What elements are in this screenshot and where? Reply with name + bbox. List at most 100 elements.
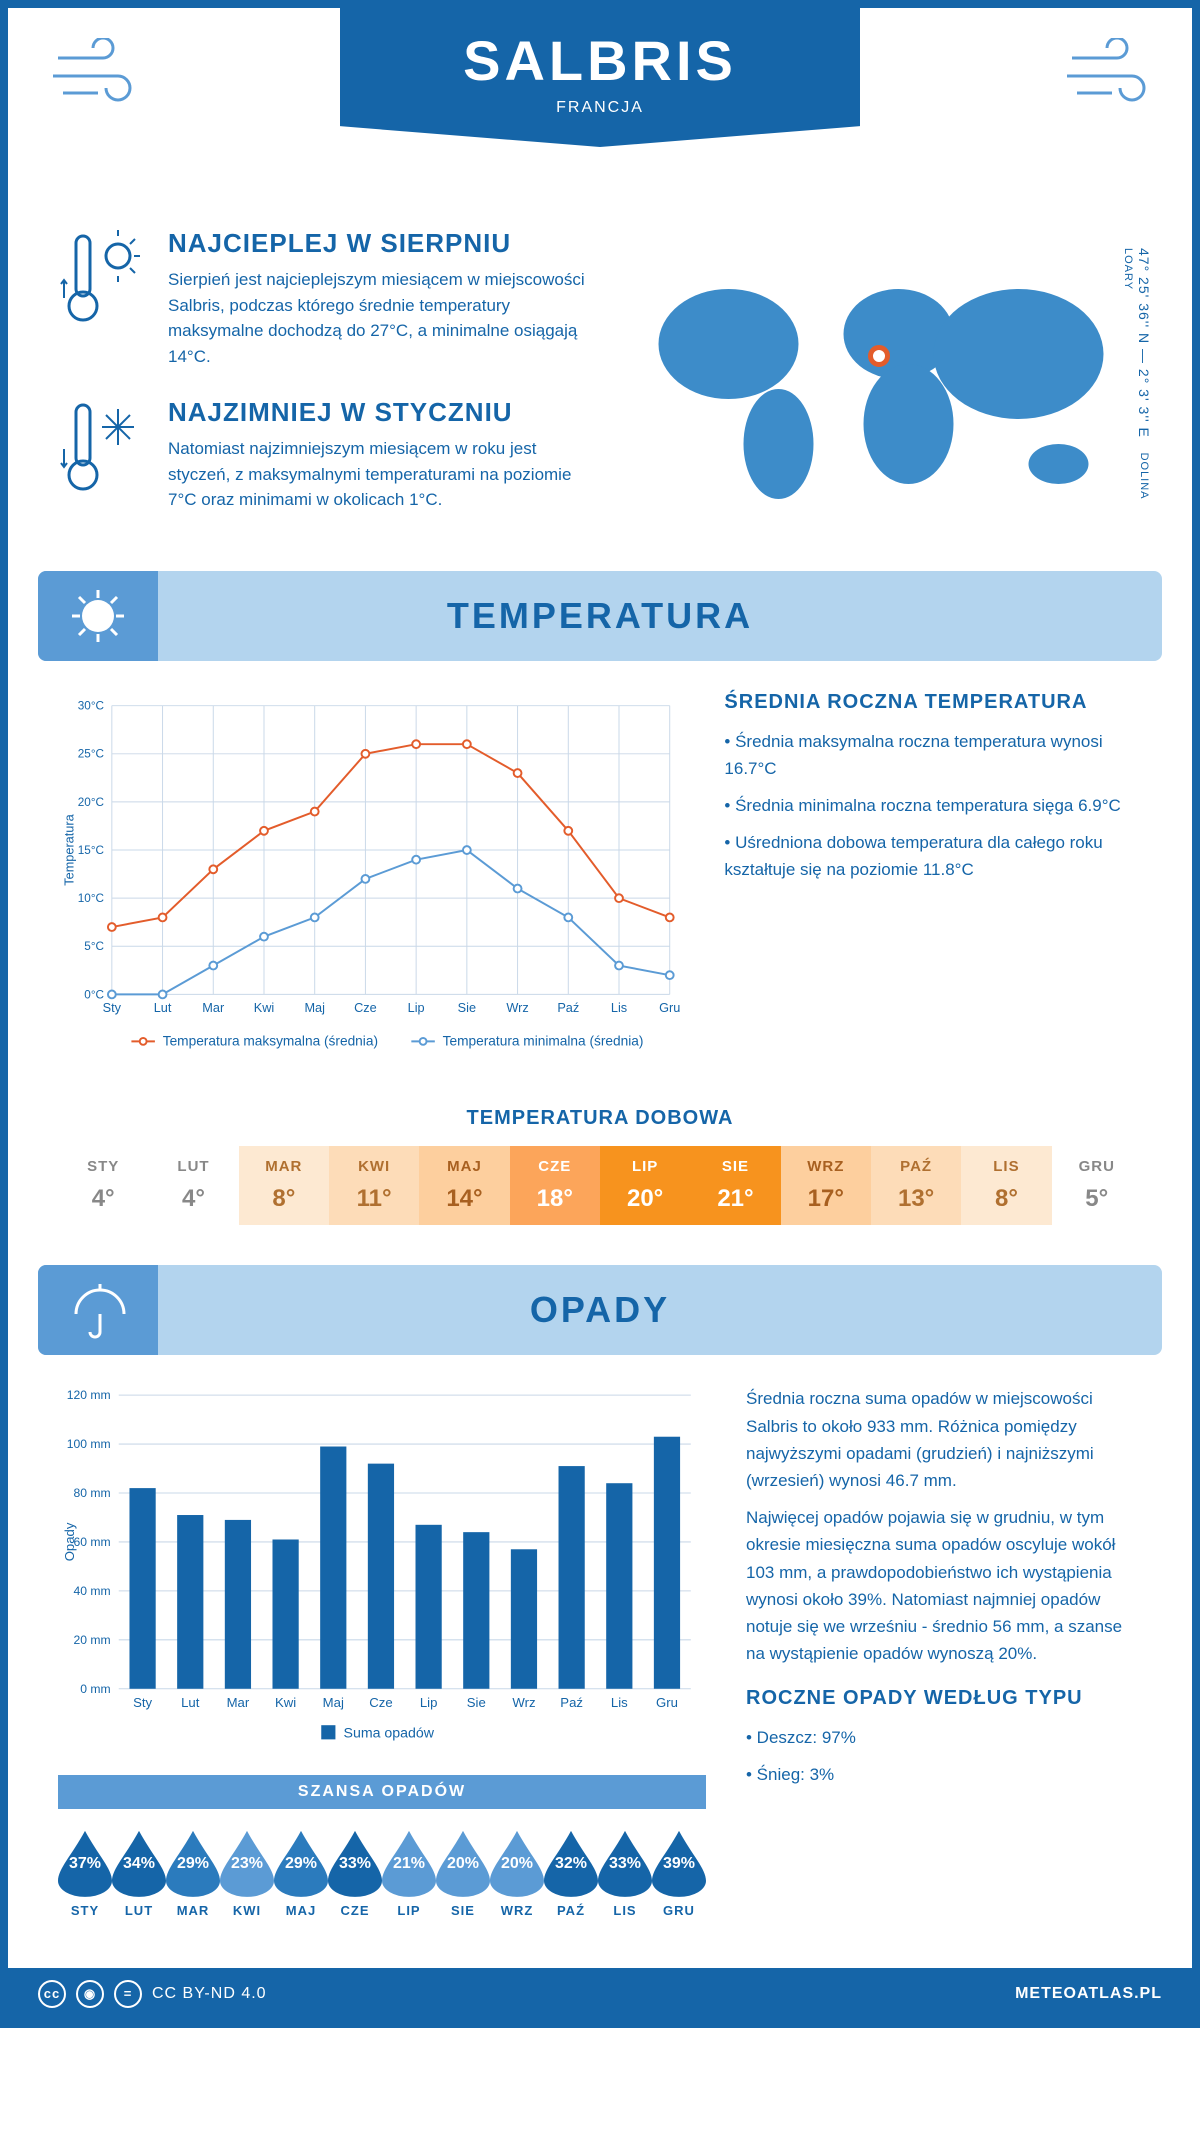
svg-text:100 mm: 100 mm — [67, 1438, 111, 1452]
wind-icon — [1062, 38, 1152, 122]
svg-text:120 mm: 120 mm — [67, 1389, 111, 1403]
thermometer-sun-icon — [58, 228, 148, 369]
svg-text:15°C: 15°C — [78, 843, 105, 856]
chance-drop: 21% LIP — [382, 1831, 436, 1918]
fact-hot-title: NAJCIEPLEJ W SIERPNIU — [168, 228, 585, 259]
svg-text:Sie: Sie — [467, 1695, 486, 1710]
daily-cell: LIS 8° — [961, 1146, 1051, 1225]
chance-drop: 34% LUT — [112, 1831, 166, 1918]
daily-cell: LUT 4° — [148, 1146, 238, 1225]
svg-text:Maj: Maj — [323, 1695, 344, 1710]
footer: cc ◉ = CC BY-ND 4.0 METEOATLAS.PL — [8, 1968, 1192, 2020]
fact-hot: NAJCIEPLEJ W SIERPNIU Sierpień jest najc… — [58, 228, 585, 369]
section-temperature: TEMPERATURA — [38, 571, 1162, 661]
daily-cell: MAR 8° — [239, 1146, 329, 1225]
svg-text:Lip: Lip — [408, 1000, 425, 1015]
daily-cell: LIP 20° — [600, 1146, 690, 1225]
svg-text:Kwi: Kwi — [254, 1000, 274, 1015]
daily-cell: MAJ 14° — [419, 1146, 509, 1225]
umbrella-icon — [38, 1265, 158, 1355]
section-title: OPADY — [530, 1289, 670, 1331]
wind-icon — [48, 38, 138, 122]
svg-text:40 mm: 40 mm — [74, 1584, 111, 1598]
svg-text:Gru: Gru — [659, 1000, 680, 1015]
page-subtitle: FRANCJA — [340, 99, 860, 117]
svg-text:Sty: Sty — [103, 1000, 122, 1015]
header: SALBRIS FRANCJA — [8, 8, 1192, 208]
fact-cold-title: NAJZIMNIEJ W STYCZNIU — [168, 397, 585, 428]
svg-text:Lip: Lip — [420, 1695, 438, 1710]
world-map — [615, 254, 1142, 514]
svg-text:20 mm: 20 mm — [74, 1633, 111, 1647]
svg-text:0°C: 0°C — [84, 988, 104, 1001]
chance-row: 37% STY 34% LUT 29% MAR 23% KWI 29% MAJ … — [58, 1819, 706, 1938]
svg-text:25°C: 25°C — [78, 747, 105, 760]
fact-cold-text: Natomiast najzimniejszym miesiącem w rok… — [168, 436, 585, 513]
svg-text:Paź: Paź — [557, 1000, 579, 1015]
chance-drop: 39% GRU — [652, 1831, 706, 1918]
svg-text:Lis: Lis — [611, 1000, 627, 1015]
daily-cell: STY 4° — [58, 1146, 148, 1225]
chance-drop: 29% MAJ — [274, 1831, 328, 1918]
section-title: TEMPERATURA — [447, 595, 753, 637]
daily-temp-table: STY 4° LUT 4° MAR 8° KWI 11° MAJ 14° CZE… — [58, 1146, 1142, 1225]
svg-text:Lut: Lut — [181, 1695, 200, 1710]
svg-text:Temperatura maksymalna (średni: Temperatura maksymalna (średnia) — [163, 1033, 378, 1048]
precipitation-summary: Średnia roczna suma opadów w miejscowośc… — [746, 1385, 1142, 1938]
daily-cell: WRZ 17° — [781, 1146, 871, 1225]
coordinates: 47° 25' 36'' N — 2° 3' 3'' E DOLINA LOAR… — [1120, 248, 1152, 541]
chance-drop: 33% CZE — [328, 1831, 382, 1918]
thermometer-snow-icon — [58, 397, 148, 513]
chance-drop: 32% PAŹ — [544, 1831, 598, 1918]
svg-text:Mar: Mar — [227, 1695, 250, 1710]
daily-cell: SIE 21° — [690, 1146, 780, 1225]
svg-text:Gru: Gru — [656, 1695, 678, 1710]
daily-cell: CZE 18° — [510, 1146, 600, 1225]
svg-text:0 mm: 0 mm — [80, 1682, 110, 1696]
chance-title: SZANSA OPADÓW — [58, 1775, 706, 1809]
precipitation-chart: 0 mm 20 mm 40 mm 60 mm 80 mm 100 mm 120 mm Opad… — [58, 1385, 706, 1750]
chance-drop: 20% SIE — [436, 1831, 490, 1918]
daily-cell: PAŹ 13° — [871, 1146, 961, 1225]
chance-drop: 20% WRZ — [490, 1831, 544, 1918]
svg-text:Sty: Sty — [133, 1695, 152, 1710]
temperature-chart: 0°C5°C10°C15°C20°C25°C30°CStyLutMarKwiMa… — [58, 691, 684, 1063]
svg-text:Cze: Cze — [354, 1000, 377, 1015]
cc-icon: cc — [38, 1980, 66, 2008]
temperature-summary: ŚREDNIA ROCZNA TEMPERATURA • Średnia mak… — [724, 691, 1142, 1068]
svg-text:Maj: Maj — [304, 1000, 325, 1015]
svg-text:Mar: Mar — [202, 1000, 225, 1015]
page-title: SALBRIS — [340, 28, 860, 93]
chance-drop: 23% KWI — [220, 1831, 274, 1918]
svg-text:Lis: Lis — [611, 1695, 628, 1710]
svg-text:Opady: Opady — [62, 1523, 77, 1562]
svg-text:80 mm: 80 mm — [74, 1486, 111, 1500]
svg-text:Temperatura: Temperatura — [62, 813, 77, 885]
by-icon: ◉ — [76, 1980, 104, 2008]
svg-text:Cze: Cze — [369, 1695, 392, 1710]
chance-drop: 33% LIS — [598, 1831, 652, 1918]
daily-temp-title: TEMPERATURA DOBOWA — [8, 1107, 1192, 1130]
section-precipitation: OPADY — [38, 1265, 1162, 1355]
nd-icon: = — [114, 1980, 142, 2008]
location-pin-icon — [868, 345, 890, 367]
svg-text:20°C: 20°C — [78, 795, 105, 808]
svg-text:60 mm: 60 mm — [74, 1535, 111, 1549]
svg-text:Paź: Paź — [560, 1695, 583, 1710]
daily-cell: GRU 5° — [1052, 1146, 1142, 1225]
svg-text:Wrz: Wrz — [506, 1000, 528, 1015]
svg-text:Kwi: Kwi — [275, 1695, 296, 1710]
chance-drop: 37% STY — [58, 1831, 112, 1918]
svg-text:Temperatura minimalna (średnia: Temperatura minimalna (średnia) — [443, 1033, 644, 1048]
fact-cold: NAJZIMNIEJ W STYCZNIU Natomiast najzimni… — [58, 397, 585, 513]
svg-text:Wrz: Wrz — [512, 1695, 535, 1710]
daily-cell: KWI 11° — [329, 1146, 419, 1225]
site-name: METEOATLAS.PL — [1015, 1985, 1162, 2003]
sun-icon — [38, 571, 158, 661]
license-text: CC BY-ND 4.0 — [152, 1985, 267, 2003]
fact-hot-text: Sierpień jest najcieplejszym miesiącem w… — [168, 267, 585, 369]
svg-text:10°C: 10°C — [78, 892, 105, 905]
svg-text:30°C: 30°C — [78, 699, 105, 712]
chance-drop: 29% MAR — [166, 1831, 220, 1918]
svg-text:Sie: Sie — [458, 1000, 476, 1015]
